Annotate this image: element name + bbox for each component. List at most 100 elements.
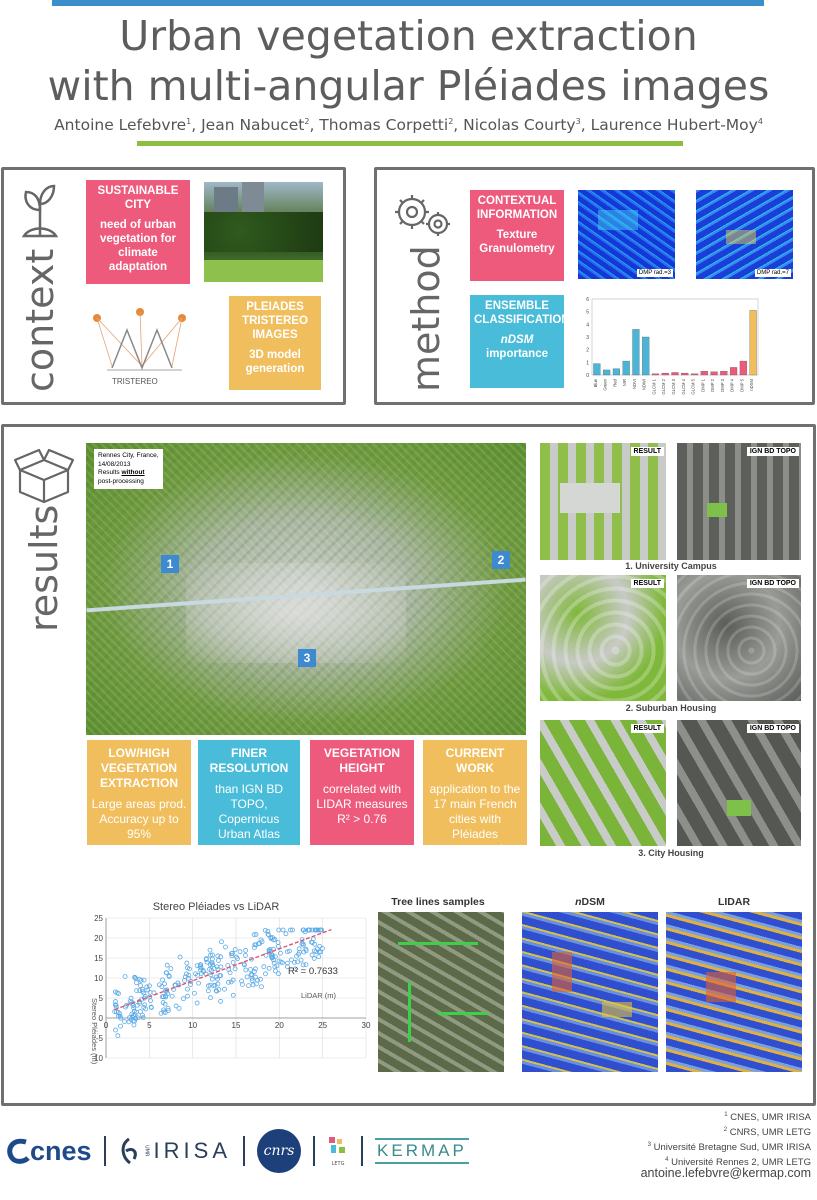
scatter-point <box>230 960 236 965</box>
y-tick-label: 6 <box>586 297 589 303</box>
importance-bar <box>661 372 669 376</box>
scatter-point <box>314 927 320 933</box>
current-work-box: CURRENT WORK application to the 17 main … <box>423 740 527 871</box>
scatter-point <box>276 927 282 933</box>
scatter-point <box>207 947 213 953</box>
scatter-point <box>208 995 213 1001</box>
scatter-point <box>249 972 255 978</box>
extraction-box: LOW/HIGH VEGETATION EXTRACTION Large are… <box>87 740 191 845</box>
scatter-point <box>117 1014 123 1019</box>
author: Laurence Hubert-Moy4 <box>590 116 763 134</box>
scatter-point <box>160 977 165 983</box>
logo-separator <box>361 1136 364 1166</box>
author: Jean Nabucet2 <box>201 116 310 134</box>
height-title: VEGETATION HEIGHT <box>323 746 401 775</box>
scatter-point <box>194 1000 200 1006</box>
scatter-point <box>216 958 221 963</box>
scatter-point <box>226 979 231 985</box>
affiliation: 1 CNES, UMR IRISA <box>724 1112 811 1124</box>
lidar-image <box>666 912 802 1072</box>
importance-bar <box>612 368 620 376</box>
scatter-point <box>292 966 298 972</box>
extraction-title: LOW/HIGH VEGETATION EXTRACTION <box>100 746 178 790</box>
scatter-point <box>295 959 300 965</box>
sustainable-city-body: need of urban vegetation for climate ada… <box>99 219 177 273</box>
scatter-point <box>253 966 258 972</box>
scatter-point <box>141 977 147 983</box>
scatter-point <box>181 996 186 1002</box>
scatter-point <box>138 983 143 988</box>
contact-email[interactable]: antoine.lefebvre@kermap.com <box>640 1166 811 1180</box>
importance-bar-chart: 0 1 2 3 4 5 6 Blue Green Red NIR NDVI NDWI GLCM 1 GLCM… <box>586 297 759 395</box>
scatter-point <box>275 940 281 945</box>
x-tick-label: 15 <box>232 1021 241 1030</box>
scatter-point <box>309 940 315 945</box>
scatter-point <box>242 953 248 958</box>
current-work-body: application to the 17 main French cities… <box>429 782 521 871</box>
cnes-swirl-icon <box>7 1138 30 1164</box>
scatter-point <box>207 952 213 958</box>
author-list: Antoine Lefebvre1, Jean Nabucet2, Thomas… <box>54 116 763 134</box>
scatter-point <box>232 966 238 972</box>
y-tick-label: 25 <box>94 914 103 923</box>
scatter-point <box>205 988 211 994</box>
x-tick-label: 0 <box>104 1021 109 1030</box>
scatter-point <box>258 976 263 982</box>
scatter-point <box>142 1002 147 1008</box>
scatter-point <box>287 948 292 954</box>
scatter-point <box>213 988 219 994</box>
cnrs-logo: cnrs <box>257 1129 302 1173</box>
scatter-point <box>196 980 202 986</box>
author: Thomas Corpetti2 <box>319 116 454 134</box>
scatter-point <box>319 945 325 951</box>
importance-bar <box>681 372 689 376</box>
scatter-point <box>113 999 118 1004</box>
x-tick-label: DMP 3 <box>720 378 725 391</box>
affiliations: 1 CNES, UMR IRISA 2 CNRS, UMR LETG 3 Unive… <box>648 1109 811 1170</box>
scatter-point <box>312 948 317 954</box>
scatter-point <box>162 1010 168 1015</box>
y-tick-label: 4 <box>586 322 589 328</box>
x-tick-label: 5 <box>147 1021 152 1030</box>
scatter-point <box>219 939 224 945</box>
scatter-point <box>184 971 189 977</box>
scatter-point <box>210 952 215 958</box>
author: Antoine Lefebvre1 <box>54 116 192 134</box>
scatter-point <box>251 932 257 938</box>
contextual-info-title: CONTEXTUAL INFORMATION <box>476 195 558 221</box>
resolution-box: FINER RESOLUTION than IGN BD TOPO, Coper… <box>198 740 300 845</box>
site3-result-image: RESULT <box>540 720 666 846</box>
scatter-point <box>164 970 169 976</box>
scatter-point <box>194 963 200 969</box>
scatter-point <box>218 964 224 970</box>
resolution-body: than IGN BD TOPO, Copernicus Urban Atlas <box>214 782 284 841</box>
scatter-point <box>164 988 170 994</box>
scatter-point <box>252 969 257 974</box>
scatter-point <box>173 1003 179 1009</box>
pleiades-body: 3D model generation <box>245 349 305 375</box>
contextual-info-box: CONTEXTUAL INFORMATION Texture Granulome… <box>470 190 564 281</box>
author: Nicolas Courty3 <box>463 116 581 134</box>
y-tick-label: -5 <box>96 1034 104 1043</box>
scatter-point <box>141 1004 147 1010</box>
scatter-point <box>164 962 170 968</box>
scatter-point <box>244 974 250 980</box>
scatter-point <box>280 927 286 933</box>
tree-lines-title: Tree lines samples <box>391 896 485 908</box>
x-tick-label: NDWI <box>642 379 647 390</box>
x-axis-label: LiDAR (m) <box>301 991 337 1000</box>
scatter-point <box>253 942 259 948</box>
x-tick-label: 10 <box>188 1021 197 1030</box>
x-tick-label: 20 <box>275 1021 284 1030</box>
scatter-point <box>280 960 285 966</box>
scatter-point <box>235 956 240 962</box>
cnes-logo: cnes <box>4 1136 92 1167</box>
scatter-point <box>127 1015 132 1021</box>
scatter-point <box>140 1012 145 1018</box>
scatter-point <box>230 992 236 998</box>
height-body: correlated with LIDAR measures R² > 0.76 <box>316 782 408 826</box>
scatter-point <box>253 974 258 980</box>
scatter-point <box>252 945 257 950</box>
park-photo <box>204 182 323 282</box>
scatter-point <box>162 981 167 987</box>
